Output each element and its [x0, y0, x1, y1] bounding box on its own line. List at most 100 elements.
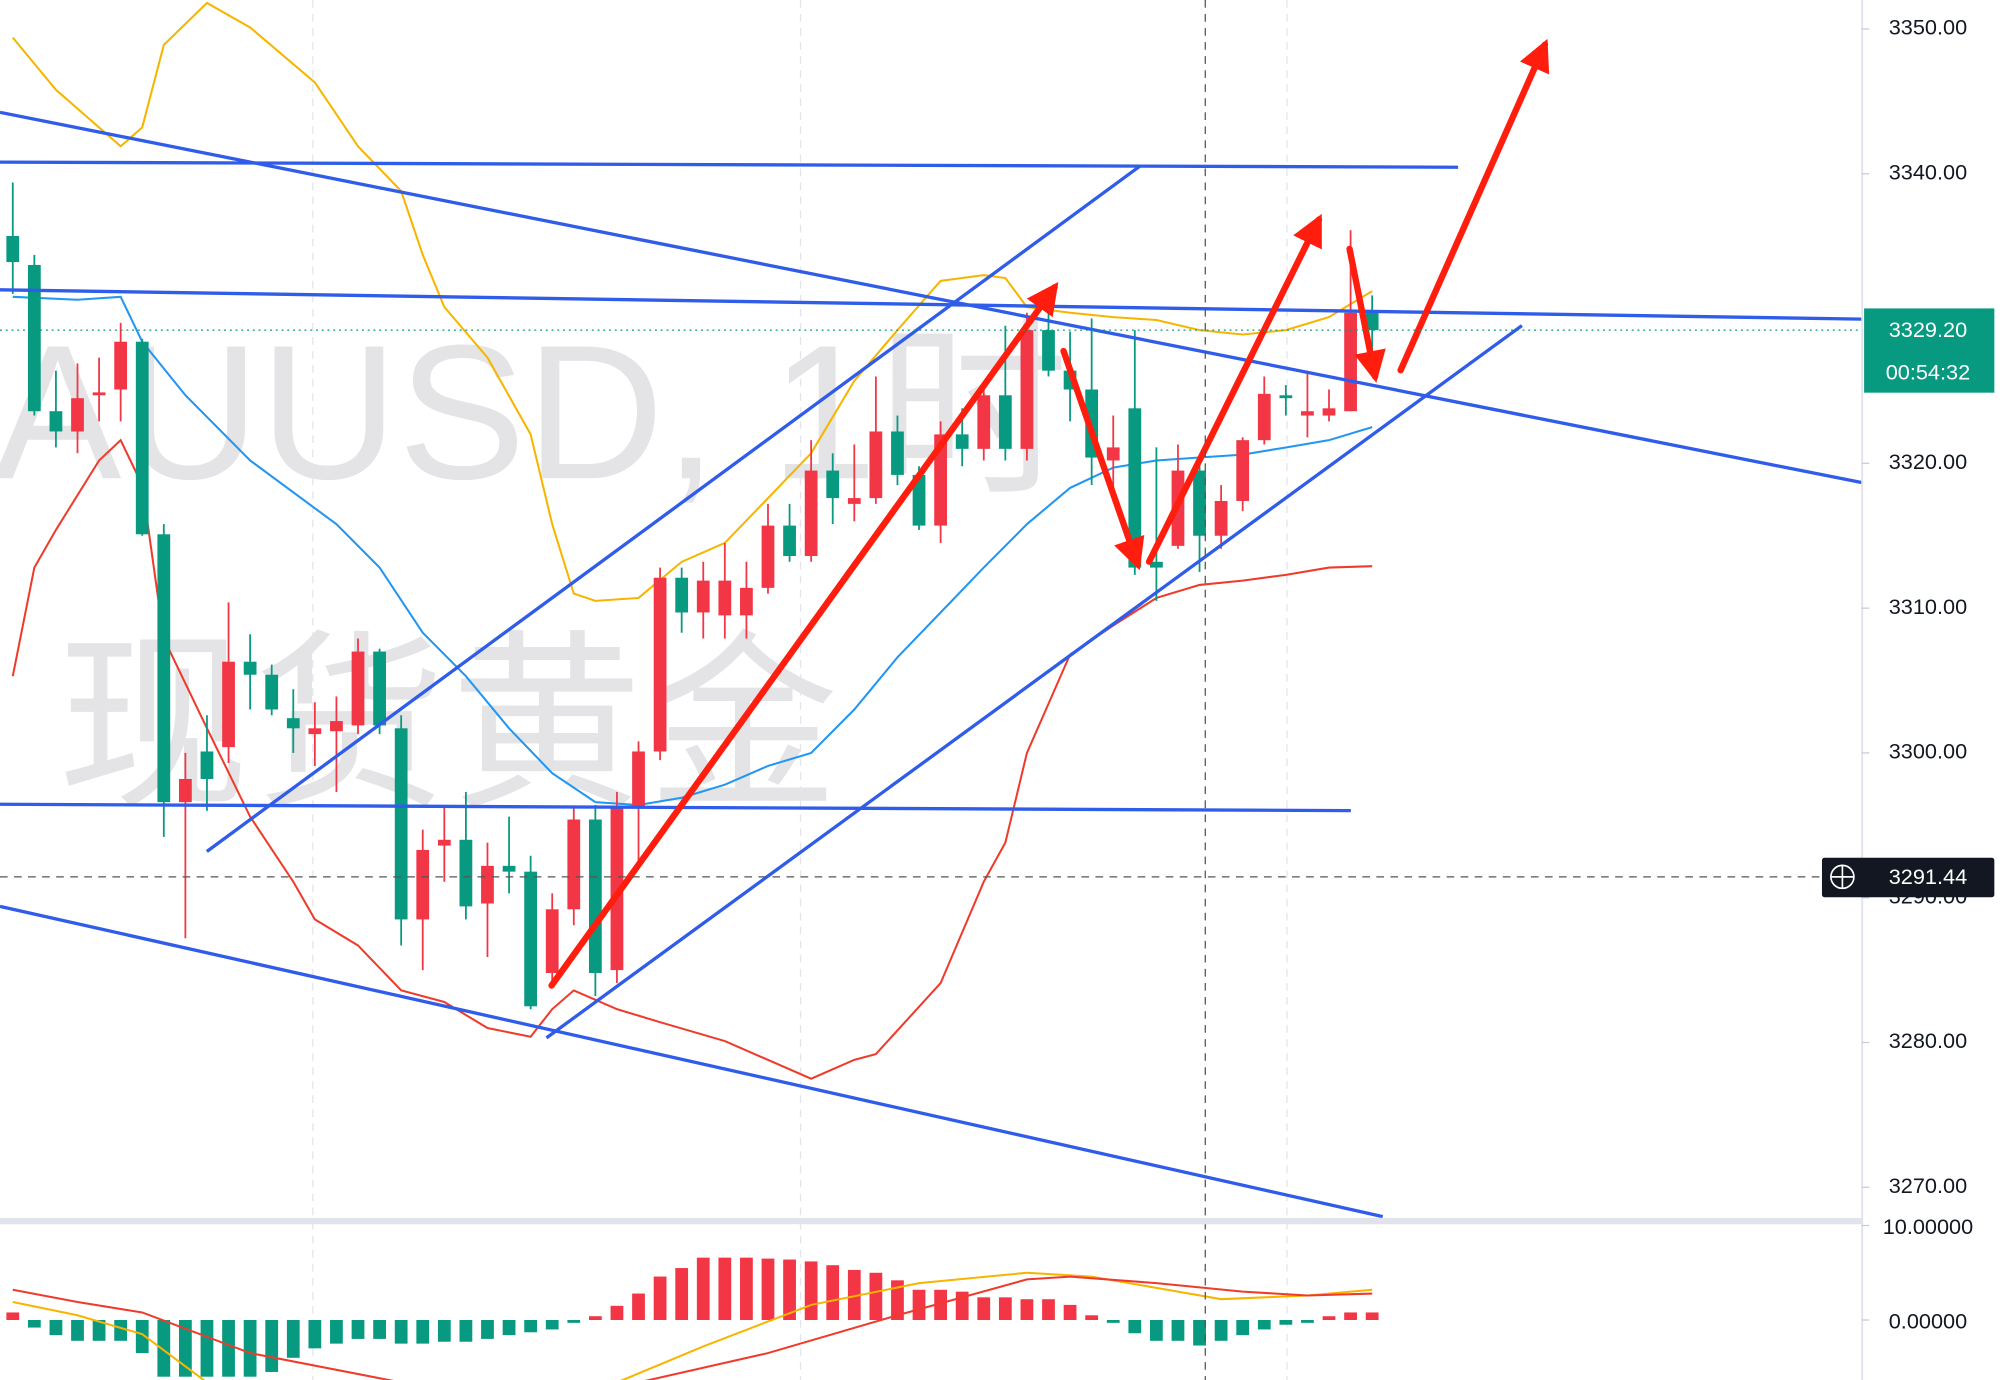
macd-bar: [1365, 1312, 1379, 1321]
arrow: [1346, 245, 1386, 383]
macd-bar: [761, 1258, 775, 1321]
candle-body: [308, 728, 322, 735]
macd-bar: [459, 1320, 473, 1342]
macd-bar: [1279, 1320, 1293, 1325]
candle-body: [179, 778, 192, 803]
candle-body: [1128, 408, 1142, 568]
trendline: [0, 110, 1862, 485]
candle-body: [481, 865, 494, 904]
candle-body: [675, 577, 689, 613]
y-tick-label: 3340.00: [1889, 159, 1967, 184]
candle-body: [71, 398, 84, 432]
candle-body: [135, 341, 149, 535]
candle-body: [653, 577, 667, 752]
candle-body: [1344, 312, 1357, 412]
candle-body: [1236, 440, 1250, 501]
candle-body: [761, 525, 775, 588]
candle-body: [1279, 395, 1293, 399]
macd-bar: [934, 1289, 947, 1321]
macd-bar: [632, 1293, 645, 1321]
macd-bar: [502, 1320, 516, 1336]
price-labels: 3329.20 00:54:32 3291.44: [0, 308, 1995, 898]
macd-bar: [567, 1320, 581, 1323]
macd-bar: [1322, 1316, 1336, 1321]
macd-pane: [6, 1257, 1379, 1380]
macd-bar: [308, 1320, 322, 1349]
candle-body: [1214, 500, 1228, 536]
macd-bar: [416, 1320, 430, 1344]
macd-bar: [653, 1276, 667, 1321]
candle-body: [416, 849, 430, 920]
macd-bar: [6, 1312, 20, 1321]
macd-bar: [740, 1257, 753, 1321]
macd-bar: [1171, 1320, 1185, 1341]
candle-body: [1301, 411, 1314, 416]
arrow: [1060, 347, 1145, 571]
y-tick-label: 3300.00: [1889, 739, 1967, 764]
countdown: 00:54:32: [1886, 359, 1970, 384]
macd-bar: [1063, 1304, 1077, 1321]
candle-body: [49, 411, 63, 432]
candle-body: [222, 661, 235, 748]
arrow: [548, 282, 1059, 989]
macd-bar: [135, 1320, 149, 1354]
y-tick-label: 3320.00: [1889, 449, 1967, 474]
candle-body: [1042, 330, 1055, 371]
candle-body: [373, 651, 386, 726]
candle-body: [6, 236, 20, 263]
candle-body: [330, 721, 343, 732]
candle-body: [696, 580, 710, 613]
candle-body: [567, 819, 581, 910]
last-price-box: [1864, 308, 1995, 393]
candle-body: [847, 498, 861, 504]
macd-bar: [1128, 1320, 1142, 1334]
y-tick-label: 10.00000: [1883, 1214, 1973, 1239]
candle-body: [783, 525, 796, 557]
y-tick-label: 0.00000: [1889, 1308, 1967, 1333]
y-tick-label: 3280.00: [1889, 1028, 1967, 1053]
candle-body: [1106, 447, 1120, 461]
macd-bar: [1150, 1320, 1163, 1341]
candle-body: [1150, 561, 1163, 568]
macd-bar: [783, 1259, 796, 1321]
candle-body: [502, 865, 516, 872]
candle-body: [524, 871, 538, 1007]
arrow: [1397, 38, 1550, 374]
candle-body: [718, 580, 732, 616]
arrows: [548, 38, 1550, 989]
macd-bar: [610, 1305, 624, 1321]
candle-body: [200, 751, 214, 779]
indicator-line: [12, 1275, 1373, 1380]
macd-bar: [373, 1320, 386, 1339]
candle-body: [157, 534, 171, 803]
candle-body: [545, 909, 559, 974]
macd-bar: [912, 1289, 926, 1321]
macd-bar: [179, 1320, 192, 1377]
candle-body: [1020, 330, 1034, 449]
candle-body: [955, 434, 969, 449]
candle-body: [934, 434, 947, 526]
candle-body: [1257, 393, 1271, 441]
macd-bar: [92, 1320, 106, 1341]
macd-bar: [481, 1320, 494, 1339]
last-price-label: 3329.20: [1889, 317, 1967, 342]
candle-body: [740, 587, 753, 616]
trendline: [0, 288, 1862, 321]
y-tick-label: 3270.00: [1889, 1173, 1967, 1198]
macd-bar: [1214, 1320, 1228, 1341]
macd-bar: [1020, 1299, 1034, 1321]
candle-body: [394, 728, 408, 920]
macd-bar: [675, 1268, 689, 1321]
trendline: [0, 802, 1351, 813]
macd-bar: [1106, 1320, 1120, 1323]
trendline: [0, 160, 1459, 169]
candle-body: [351, 651, 365, 726]
macd-bar: [71, 1320, 84, 1341]
candle-body: [804, 470, 818, 557]
candle-body: [265, 674, 279, 710]
macd-bar: [696, 1257, 710, 1321]
candle-body: [869, 431, 883, 499]
pane-separator: [0, 1217, 1862, 1225]
